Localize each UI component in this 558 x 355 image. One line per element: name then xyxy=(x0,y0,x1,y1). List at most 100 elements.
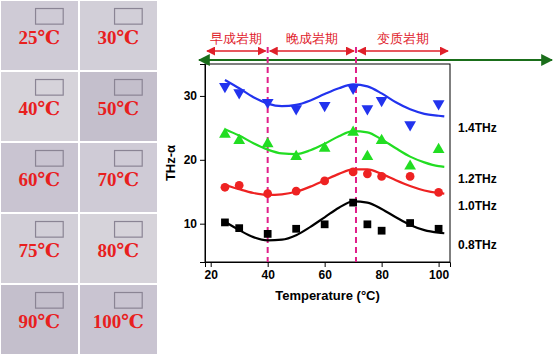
data-point xyxy=(292,187,301,196)
micrograph: 90℃ xyxy=(1,285,78,354)
data-point xyxy=(434,188,443,197)
micrograph-label: 30℃ xyxy=(98,27,140,48)
data-point xyxy=(404,159,416,169)
fit-line xyxy=(225,80,444,116)
overall-arrow xyxy=(199,59,552,61)
plot-frame xyxy=(205,64,450,262)
data-point xyxy=(433,100,445,110)
y-tick: 20 xyxy=(184,153,205,167)
x-tick: 80 xyxy=(375,262,389,282)
micrograph: 70℃ xyxy=(80,143,157,212)
micrograph-image xyxy=(1,72,78,141)
micrograph-inclusion xyxy=(36,222,64,238)
period-label: 早成岩期 xyxy=(210,31,262,46)
data-point xyxy=(292,225,300,233)
x-axis-title: Temperature (°C) xyxy=(275,288,380,303)
micrograph-inclusion xyxy=(115,293,143,309)
data-point xyxy=(221,219,229,227)
micrograph-image xyxy=(80,214,157,283)
micrograph-image xyxy=(1,1,78,70)
series-label: 1.4THz xyxy=(458,121,497,135)
x-axis-line xyxy=(206,263,451,268)
data-point xyxy=(433,143,445,153)
micrograph-image xyxy=(80,285,157,354)
fit-line xyxy=(225,169,444,195)
data-point xyxy=(262,137,274,147)
micrograph-image xyxy=(1,143,78,212)
fit-line xyxy=(225,129,444,167)
y-tick-label: 30 xyxy=(184,89,198,103)
micrograph-inclusion xyxy=(115,80,143,96)
micrograph-label: 70℃ xyxy=(98,169,140,190)
x-tick: 100 xyxy=(429,262,449,282)
series xyxy=(221,199,444,241)
data-point xyxy=(378,227,386,235)
micrograph-inclusion xyxy=(36,80,64,96)
data-point xyxy=(349,168,358,177)
plot-area xyxy=(219,80,444,240)
data-point xyxy=(406,219,414,227)
data-point xyxy=(406,172,415,181)
y-tick-mark xyxy=(200,224,205,225)
micrograph-image xyxy=(80,143,157,212)
y-tick-mark xyxy=(200,96,205,97)
series-label: 0.8THz xyxy=(458,238,497,252)
micrograph-label: 80℃ xyxy=(98,240,140,261)
x-tick-label: 100 xyxy=(429,268,449,282)
y-tick: 10 xyxy=(184,217,205,231)
x-tick-mark xyxy=(439,262,440,267)
micrograph-inclusion xyxy=(36,151,64,167)
micrograph: 100℃ xyxy=(80,285,157,354)
period-arrow xyxy=(270,50,354,52)
micrograph-inclusion xyxy=(115,9,143,25)
micrograph-inclusion xyxy=(115,151,143,167)
micrograph: 80℃ xyxy=(80,214,157,283)
micrograph: 50℃ xyxy=(80,72,157,141)
data-point xyxy=(321,220,329,228)
x-tick-mark xyxy=(382,262,383,267)
data-point xyxy=(319,102,331,112)
micrograph: 60℃ xyxy=(1,143,78,212)
micrograph: 40℃ xyxy=(1,72,78,141)
x-axis: 20406080100 xyxy=(205,262,451,282)
micrograph-label: 40℃ xyxy=(19,98,61,119)
micrograph-label: 90℃ xyxy=(19,311,61,332)
y-axis-title: THz-α xyxy=(163,145,178,181)
x-tick-mark xyxy=(268,262,269,267)
data-point xyxy=(404,121,416,131)
data-point xyxy=(363,169,372,178)
micrograph-label: 100℃ xyxy=(93,311,144,332)
period-boundary xyxy=(355,47,357,262)
data-point xyxy=(377,172,386,181)
micrograph-inclusion xyxy=(36,9,64,25)
micrograph-label: 25℃ xyxy=(19,27,61,48)
series xyxy=(219,80,444,132)
data-point xyxy=(290,105,302,115)
series-label: 1.2THz xyxy=(458,172,497,186)
data-point xyxy=(320,177,329,186)
micrograph-image xyxy=(1,214,78,283)
data-point xyxy=(361,150,373,160)
data-point xyxy=(349,199,357,207)
data-point xyxy=(361,105,373,115)
micrograph: 25℃ xyxy=(1,1,78,70)
y-tick-mark xyxy=(200,160,205,161)
period-label: 晚成岩期 xyxy=(286,31,338,46)
y-axis: 10 20 30 xyxy=(184,65,206,263)
y-tick-label: 10 xyxy=(184,217,198,231)
data-point xyxy=(262,99,274,109)
micrograph-image xyxy=(80,1,157,70)
y-tick: 30 xyxy=(184,89,205,103)
data-point xyxy=(221,183,230,192)
data-point xyxy=(347,85,359,95)
x-tick-label: 80 xyxy=(375,268,389,282)
series-label: 1.0THz xyxy=(458,199,497,213)
series xyxy=(221,168,445,198)
micrograph-inclusion xyxy=(36,293,64,309)
x-tick: 20 xyxy=(205,262,219,282)
data-point xyxy=(235,224,243,232)
data-point xyxy=(219,83,231,93)
micrograph-image xyxy=(1,285,78,354)
data-point xyxy=(364,220,372,228)
x-tick-mark xyxy=(211,262,212,267)
